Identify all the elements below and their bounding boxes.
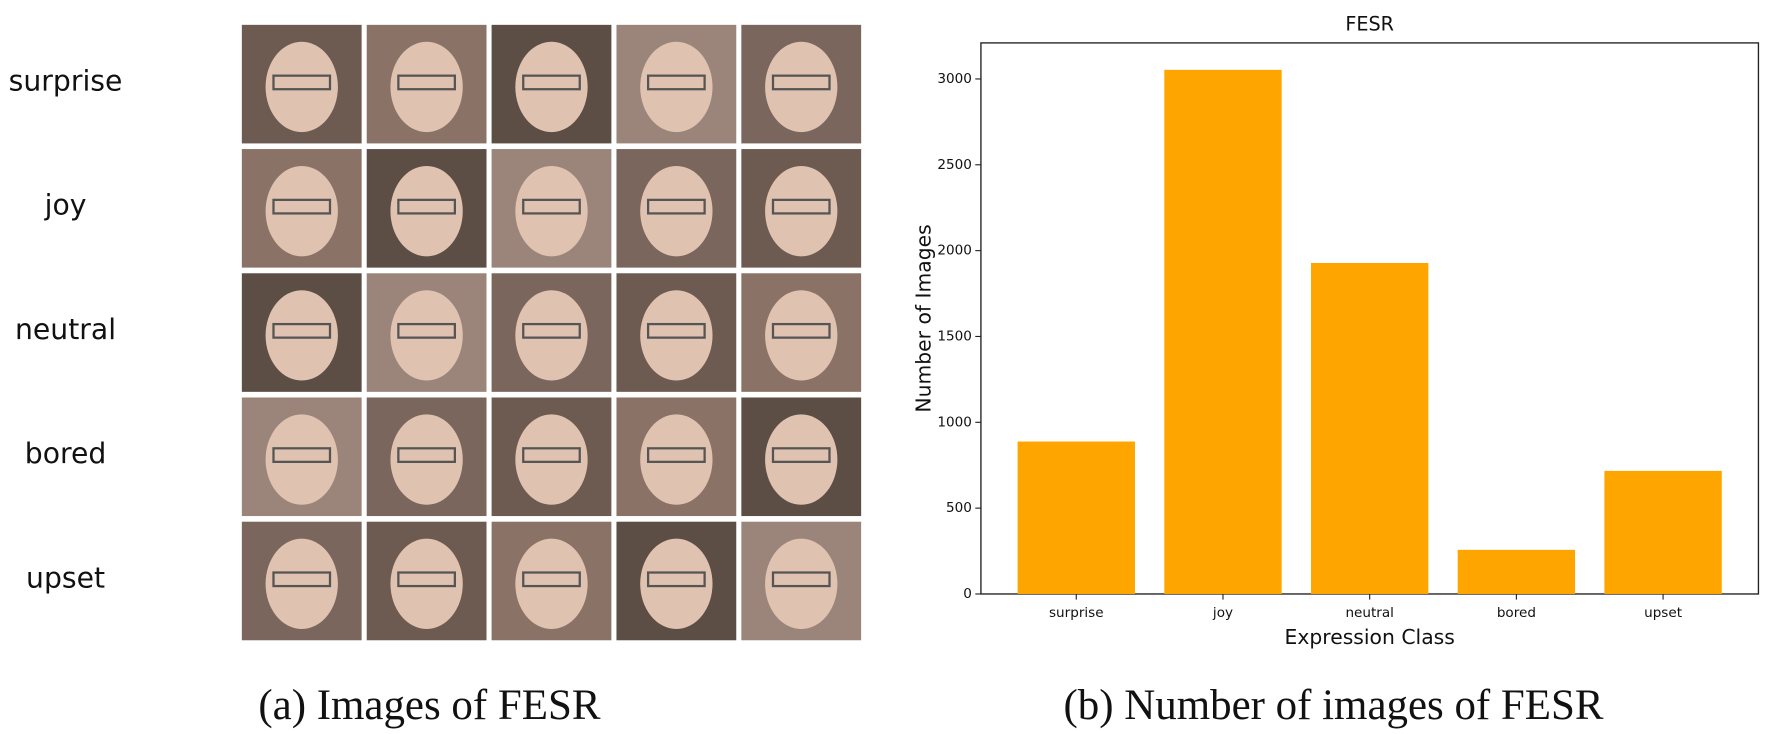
glasses: [397, 198, 456, 215]
glasses: [771, 322, 831, 339]
y-tick-label: 2500: [937, 157, 971, 173]
bar: [1311, 262, 1429, 594]
glasses: [771, 447, 831, 463]
bar: [1457, 549, 1576, 594]
y-tick-label: 3000: [937, 71, 971, 87]
x-axis-label: Expression Class: [1285, 625, 1455, 649]
row-label: surprise: [9, 64, 123, 97]
face: [640, 290, 713, 381]
face: [390, 41, 463, 133]
face: [640, 41, 713, 133]
x-tick-label: joy: [1212, 605, 1233, 621]
face: [515, 165, 588, 257]
face: [265, 290, 338, 381]
bar: [1164, 69, 1282, 594]
face: [765, 165, 838, 257]
y-axis-label: Number of Images: [911, 224, 935, 412]
face: [390, 165, 463, 257]
row-label: neutral: [15, 313, 116, 346]
row-label: bored: [25, 437, 107, 470]
face: [265, 41, 338, 133]
x-tick-label: surprise: [1049, 605, 1104, 621]
bar: [1017, 441, 1135, 594]
y-tick-label: 0: [963, 586, 972, 602]
face: [515, 290, 588, 381]
glasses: [397, 74, 456, 91]
glasses: [646, 74, 706, 91]
row-label: joy: [44, 189, 87, 222]
face: [765, 41, 838, 133]
row-label: upset: [26, 561, 105, 594]
glasses: [522, 571, 581, 588]
face: [765, 290, 838, 381]
glasses: [272, 198, 332, 215]
glasses: [522, 322, 581, 339]
caption-a: (a) Images of FESR: [258, 682, 601, 729]
face: [765, 414, 838, 505]
glasses: [272, 447, 332, 463]
y-tick-label: 1500: [937, 328, 971, 344]
glasses: [771, 74, 831, 91]
glasses: [646, 571, 706, 588]
glasses: [522, 74, 581, 91]
glasses: [522, 198, 581, 215]
face: [515, 414, 588, 505]
x-tick-label: neutral: [1345, 605, 1393, 621]
glasses: [397, 447, 456, 463]
face: [515, 41, 588, 133]
glasses: [272, 322, 332, 339]
face: [390, 290, 463, 381]
caption-b: (b) Number of images of FESR: [1064, 682, 1604, 729]
glasses: [397, 571, 456, 588]
y-tick-label: 500: [946, 500, 972, 516]
face: [640, 165, 713, 257]
y-tick-label: 2000: [937, 243, 971, 259]
glasses: [646, 447, 706, 463]
glasses: [272, 571, 332, 588]
glasses: [771, 198, 831, 215]
face: [390, 538, 463, 629]
glasses: [522, 447, 581, 463]
face: [265, 538, 338, 629]
x-tick-label: upset: [1644, 605, 1682, 621]
glasses: [646, 322, 706, 339]
face: [765, 538, 838, 629]
face: [640, 414, 713, 505]
glasses: [397, 322, 456, 339]
glasses: [646, 198, 706, 215]
face: [640, 538, 713, 629]
chart-title: FESR: [1345, 12, 1394, 35]
x-tick-label: bored: [1497, 605, 1536, 621]
face: [390, 414, 463, 505]
face: [265, 165, 338, 257]
bar: [1604, 470, 1722, 594]
face: [265, 414, 338, 505]
glasses: [771, 571, 831, 588]
face-grid: surprise joy neutral bored upset: [9, 24, 862, 641]
face: [515, 538, 588, 629]
y-tick-label: 1000: [937, 414, 971, 430]
glasses: [272, 74, 332, 91]
